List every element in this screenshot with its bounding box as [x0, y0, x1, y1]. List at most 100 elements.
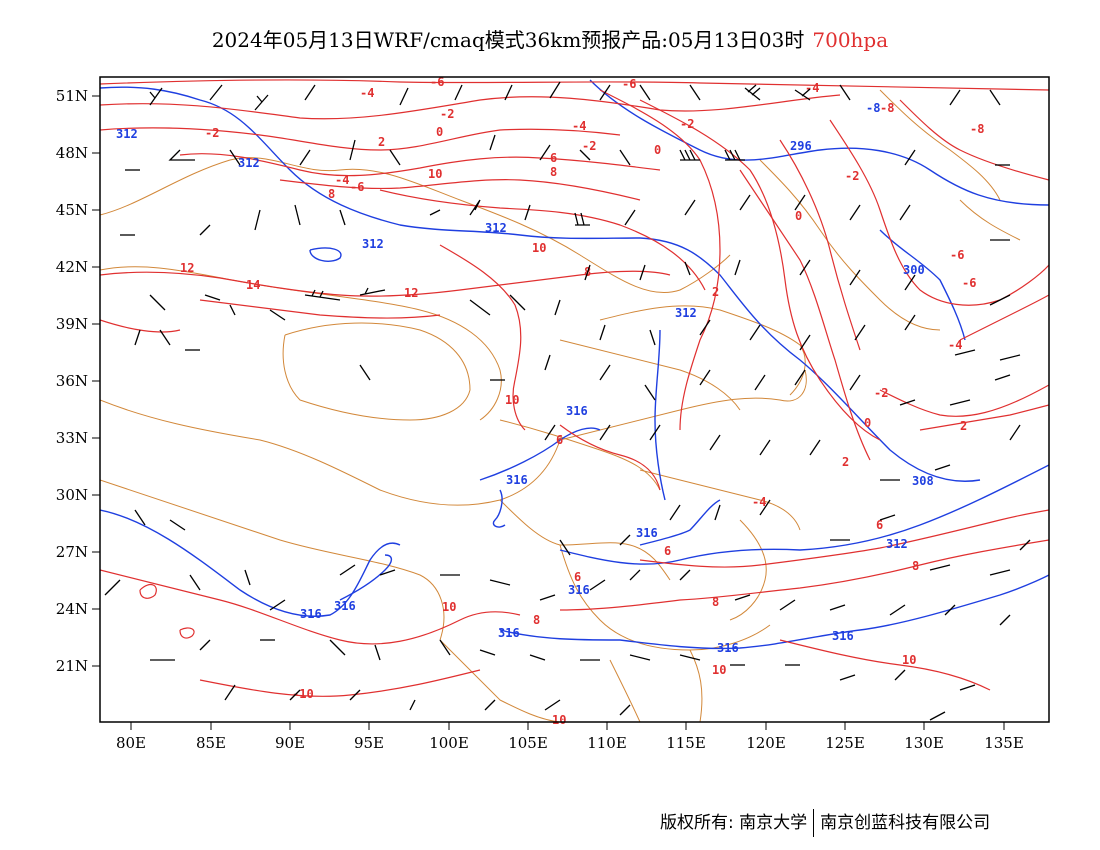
temp-label: 10 [505, 393, 519, 407]
temp-label: 0 [654, 143, 661, 157]
temp-label: -6 [622, 77, 636, 91]
footer-credits: 版权所有: 南京大学 南京创蓝科技有限公司 [660, 808, 990, 837]
temp-label: 8 [712, 595, 719, 609]
temp-label: -4 [572, 119, 586, 133]
height-label: 312 [238, 156, 260, 170]
temperature-contours [100, 79, 1049, 697]
lon-label: 105E [508, 734, 548, 752]
temp-label: 10 [428, 167, 442, 181]
temp-label: -4 [948, 338, 962, 352]
lon-label: 80E [116, 734, 146, 752]
lat-label: 33N [56, 429, 88, 447]
height-label: -8 [866, 101, 880, 115]
map-layers [100, 79, 1049, 722]
height-label: 316 [334, 599, 356, 613]
temp-label: 2 [712, 285, 719, 299]
height-label: 316 [832, 629, 854, 643]
height-label: 316 [636, 526, 658, 540]
copyright-text: 版权所有: 南京大学 [660, 813, 808, 833]
lon-label: 135E [984, 734, 1024, 752]
lon-label: 115E [666, 734, 706, 752]
temp-label: -2 [874, 386, 888, 400]
lat-label: 30N [56, 486, 88, 504]
temp-label: -2 [845, 169, 859, 183]
temp-label: -6 [950, 248, 964, 262]
height-label: 312 [675, 306, 697, 320]
lat-label: 48N [56, 144, 88, 162]
temp-label: 0 [436, 125, 443, 139]
longitude-axis [130, 722, 1005, 730]
height-label: 312 [116, 127, 138, 141]
lat-label: 42N [56, 258, 88, 276]
height-label: 316 [506, 473, 528, 487]
temp-label: -2 [680, 117, 694, 131]
plot-frame [99, 76, 1050, 723]
height-contours [100, 79, 1049, 650]
temp-label: 6 [876, 518, 883, 532]
temp-label: 12 [180, 261, 194, 275]
height-label: 308 [912, 474, 934, 488]
height-label: 316 [300, 607, 322, 621]
lon-label: 125E [825, 734, 865, 752]
lon-label: 90E [275, 734, 305, 752]
lat-label: 36N [56, 372, 88, 390]
temp-label: 10 [902, 653, 916, 667]
lon-label: 130E [904, 734, 944, 752]
temp-label: -8 [970, 122, 984, 136]
longitude-labels: 80E 85E 90E 95E 100E 105E 110E 115E 120E… [116, 734, 1024, 752]
temp-label: -6 [350, 180, 364, 194]
latitude-axis [92, 95, 100, 667]
lon-label: 95E [354, 734, 384, 752]
temp-label: 10 [442, 600, 456, 614]
lat-label: 51N [56, 87, 88, 105]
temp-label: 0 [795, 209, 802, 223]
lat-label: 27N [56, 543, 88, 561]
temp-label: -2 [582, 139, 596, 153]
temp-label: -4 [335, 173, 349, 187]
contour-labels: -4 -6 -6 -4 -2 -4 -2 -2 0 2 -2 0 6 8 10 … [116, 75, 984, 727]
height-label: 300 [903, 263, 925, 277]
lon-label: 110E [587, 734, 627, 752]
temp-label: 8 [550, 165, 557, 179]
temp-label: -10 [292, 687, 314, 701]
company-text: 南京创蓝科技有限公司 [820, 813, 991, 833]
border-lines [100, 89, 1021, 722]
height-label: 316 [566, 404, 588, 418]
temp-label: -4 [360, 86, 374, 100]
temp-label: 10 [532, 241, 546, 255]
lat-label: 21N [56, 657, 88, 675]
temp-label: 2 [378, 135, 385, 149]
height-label: 296 [790, 139, 812, 153]
height-label: 312 [485, 221, 507, 235]
height-label: 312 [362, 237, 384, 251]
lon-label: 85E [196, 734, 226, 752]
temp-label: 10 [712, 663, 726, 677]
height-label: 316 [498, 626, 520, 640]
temp-label: -8 [880, 101, 894, 115]
temp-label: -4 [805, 81, 819, 95]
temp-label: 10 [552, 713, 566, 727]
temp-label: 8 [912, 559, 919, 573]
chart-title: 2024年05月13日WRF/cmaq模式36km预报产品:05月13日03时 7… [0, 24, 1100, 53]
temp-label: 14 [246, 278, 260, 292]
title-text: 2024年05月13日WRF/cmaq模式36km预报产品:05月13日03时 [211, 28, 805, 52]
temp-label: 0 [864, 416, 871, 430]
lon-label: 120E [746, 734, 786, 752]
height-label: 316 [717, 641, 739, 655]
temp-label: 12 [404, 286, 418, 300]
latitude-labels: 51N 48N 45N 42N 39N 36N 33N 30N 27N 24N … [56, 87, 88, 675]
temp-label: -4 [752, 495, 766, 509]
wind-barbs [104, 81, 1031, 721]
temp-label: -2 [440, 107, 454, 121]
temp-label: 6 [574, 570, 581, 584]
temp-label: -6 [962, 276, 976, 290]
pressure-level: 700hpa [812, 28, 889, 52]
temp-label: 2 [842, 455, 849, 469]
lat-label: 24N [56, 600, 88, 618]
height-label: 312 [886, 537, 908, 551]
temp-label: -2 [205, 126, 219, 140]
temp-label: 6 [556, 433, 563, 447]
temp-label: 6 [664, 544, 671, 558]
lat-label: 45N [56, 201, 88, 219]
